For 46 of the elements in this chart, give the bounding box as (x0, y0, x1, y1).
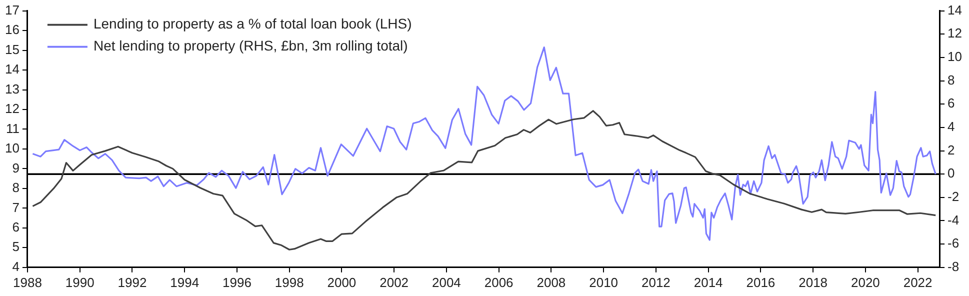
y2-tick-label: 0 (948, 166, 955, 181)
y2-tick-label: 8 (948, 72, 955, 88)
y2-tick-label: 6 (948, 96, 955, 111)
x-tick-label: 1994 (170, 274, 200, 290)
y2-tick-label: 12 (948, 26, 962, 41)
legend-label: Net lending to property (RHS, £bn, 3m rolling total) (93, 38, 408, 54)
y-tick-label: 10 (4, 140, 20, 156)
x-tick-label: 2022 (903, 274, 932, 290)
y-tick-label: 6 (12, 220, 20, 234)
y2-tick-label: -4 (948, 212, 960, 228)
x-tick-label: 2012 (641, 274, 670, 290)
x-tick-label: 2020 (850, 274, 880, 290)
x-tick-label: 1998 (274, 274, 304, 290)
x-tick-label: 1992 (118, 274, 147, 290)
x-tick-label: 2014 (694, 274, 723, 290)
y2-tick-label: 10 (948, 49, 962, 64)
y-tick-label: 8 (12, 180, 20, 196)
x-tick-label: 2008 (536, 274, 566, 290)
y-tick-label: 9 (12, 160, 20, 176)
y2-tick-label: 4 (948, 119, 955, 134)
y-tick-label: 13 (4, 81, 20, 96)
x-tick-label: 2004 (432, 274, 461, 290)
y2-tick-label: -6 (948, 236, 960, 251)
x-tick-label: 2000 (327, 274, 356, 290)
y-tick-label: 15 (4, 42, 20, 57)
x-tick-label: 2016 (746, 274, 776, 290)
y-tick-label: 5 (12, 239, 20, 254)
y2-tick-label: -8 (948, 258, 960, 274)
x-tick-label: 2006 (484, 274, 514, 290)
y-tick-label: 12 (4, 101, 20, 116)
y-tick-label: 16 (4, 22, 20, 38)
y-tick-label: 14 (4, 62, 20, 77)
legend-label: Lending to property as a % of total loan book (LHS) (93, 16, 412, 32)
y2-tick-label: -2 (948, 188, 960, 204)
x-tick-label: 2010 (589, 274, 618, 290)
y2-tick-label: 2 (948, 142, 955, 158)
x-tick-label: 2018 (798, 274, 828, 290)
y2-tick-label: 14 (948, 2, 962, 18)
y-tick-label: 17 (4, 2, 20, 18)
x-tick-label: 1988 (13, 274, 42, 290)
x-tick-label: 1996 (222, 274, 252, 290)
y-tick-label: 7 (12, 200, 20, 215)
y-tick-label: 11 (6, 120, 20, 136)
y-tick-label: 4 (12, 258, 20, 274)
x-tick-label: 1990 (65, 274, 94, 290)
x-tick-label: 2002 (380, 274, 409, 290)
